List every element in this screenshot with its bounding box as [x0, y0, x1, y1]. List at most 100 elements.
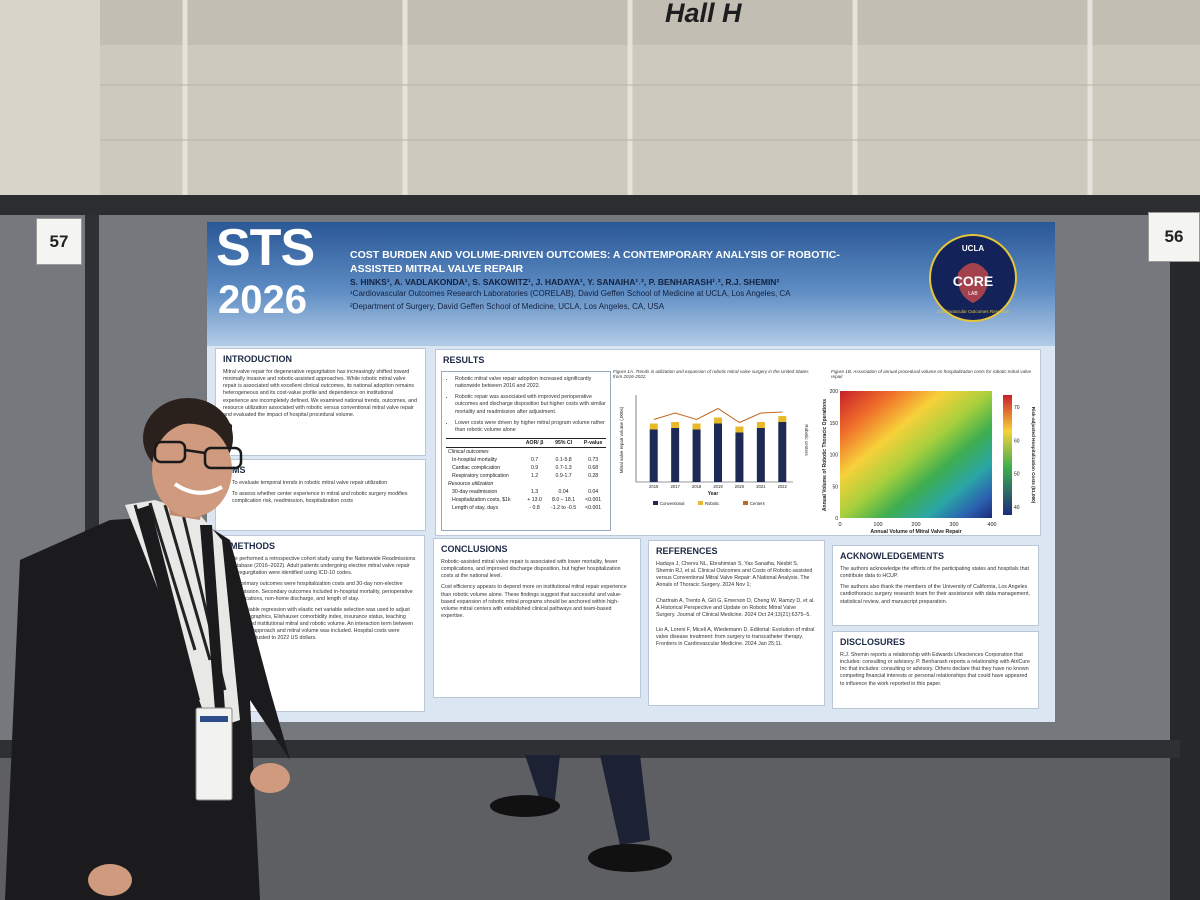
poster-authors: S. HINKS¹, A. VADLAKONDA¹, S. SAKOWITZ¹,… [350, 277, 780, 287]
legend-swatch [743, 501, 748, 505]
table-cell: 0.73 [588, 456, 599, 463]
bar-shape [649, 423, 658, 430]
bar-shape [735, 432, 744, 482]
body-text: R.J. Shemin reports a relationship with … [840, 652, 1031, 687]
y-tick-label: 0 [835, 516, 838, 522]
bar-shape [671, 428, 680, 482]
bar-shape [756, 422, 765, 428]
hall-sign: Hall H [665, 0, 742, 28]
table-cell: 0.7 [530, 456, 539, 463]
bar-shape [778, 422, 787, 482]
x-tick-label: 200 [911, 522, 920, 528]
legend-label: Conventional [660, 501, 685, 506]
reference: Hadaya J, Chervu NL, Ebrahimian S, Yas S… [656, 561, 813, 589]
bar-shape [671, 422, 680, 428]
body-text: Multivariable regression with elastic ne… [230, 606, 414, 642]
colorbar-tick-label: 50 [1014, 472, 1020, 478]
table-cell: Length of stay, days [452, 504, 499, 511]
table-cell: 0.7-1.3 [555, 464, 572, 471]
legend-label: Centers [750, 501, 765, 506]
x-tick-label: 300 [949, 522, 958, 528]
table-cell: <0.001 [585, 496, 602, 503]
table-cell: 0.1-5.8 [555, 456, 572, 463]
introduction: INTRODUCTION Mitral valve repair for deg… [215, 348, 426, 456]
body-text: We performed a retrospective cohort stud… [230, 556, 416, 577]
logo-year: 2026 [218, 278, 307, 322]
axis-title: Year [708, 491, 719, 497]
references: REFERENCES Hadaya J, Chervu NL, Ebrahimi… [648, 540, 825, 706]
body-text: The primary outcomes were hospitalizatio… [230, 581, 413, 602]
axis-title: Annual Volume of Robotic Thoracic Operat… [822, 399, 828, 511]
y-tick-label: 150 [830, 421, 839, 427]
table-cell: -1.2 to -0.5 [551, 504, 577, 511]
table-row: 30-day readmission 1.3 0.04 0.04 [446, 488, 606, 496]
x-tick-label: 2020 [735, 484, 745, 489]
body-text: Cost efficiency appears to depend more o… [441, 584, 627, 619]
result: Robotic repair was associated with impro… [455, 394, 606, 415]
bar-shape [735, 426, 744, 433]
column-header: 95% CI [546, 437, 581, 448]
table-cell: 8.0 – 18.1 [552, 496, 576, 503]
column-header: AOR/ β [522, 437, 547, 448]
logo-label: UCLA [962, 244, 984, 253]
table-cell: - 0.8 [529, 504, 540, 511]
y-tick-label: 50 [832, 484, 838, 490]
table-cell: 0.9-1.7 [555, 472, 572, 479]
poster-header [207, 222, 1055, 346]
section-heading: REFERENCES [656, 546, 718, 556]
table-cell: 0.9 [530, 464, 539, 471]
bar-shape [692, 423, 701, 430]
bar-shape [649, 429, 658, 482]
affiliation: ¹Cardiovascular Outcomes Research Labora… [350, 289, 791, 298]
table-cell: 1.2 [530, 472, 539, 479]
colorbar-tick-label: 70 [1014, 405, 1020, 411]
table-row: Cardiac complication 0.9 0.7-1.3 0.68 [446, 464, 606, 472]
x-tick-label: 400 [987, 522, 996, 528]
y-tick-label: 200 [830, 389, 839, 395]
table-cell: 0.68 [588, 464, 599, 471]
aim: To evaluate temporal trends in robotic m… [232, 480, 418, 487]
axis-title: Annual Volume of Mitral Valve Repair [870, 529, 961, 535]
lab-logo: UCLA CORE LAB Cardiovascular Outcomes Re… [929, 234, 1017, 322]
logo-label: Cardiovascular Outcomes Research [937, 309, 1010, 314]
aims: AIMS To evaluate temporal trends in robo… [215, 459, 426, 531]
logo-text: STS [216, 219, 315, 277]
table-cell: 0.04 [558, 488, 569, 495]
table-cell: <0.001 [585, 504, 602, 511]
body-text: The authors acknowledge the efforts of t… [840, 566, 1029, 580]
section-heading: DISCLOSURES [840, 637, 906, 647]
table-row: Respiratory complication 1.2 0.9-1.7 0.28 [446, 472, 606, 480]
column-header: P-value [580, 437, 606, 448]
figure-1b: Annual Volume of Robotic Thoracic Operat… [822, 389, 1036, 535]
aim: To assess whether center experience in m… [232, 491, 418, 505]
figure-caption: Figure 1B. Association of annual procedu… [831, 369, 1032, 379]
table-cell: + 13.0 [527, 496, 542, 503]
x-tick-label: 2021 [756, 484, 766, 489]
section-heading: RESULTS [443, 355, 485, 365]
table-row: In-hospital mortality 0.7 0.1-5.8 0.73 [446, 456, 606, 464]
legend-swatch [698, 501, 703, 505]
poster-title: COST BURDEN AND VOLUME-DRIVEN OUTCOMES: … [350, 249, 840, 276]
body-text: The authors also thank the members of th… [840, 584, 1030, 605]
bar-shape [714, 417, 722, 424]
disclosures: DISCLOSURES R.J. Shemin reports a relati… [832, 631, 1039, 709]
section-heading: INTRODUCTION [223, 354, 292, 364]
axis-title: Mitral valve repair volume (,000s) [619, 406, 624, 473]
table-cell: Respiratory complication [452, 472, 509, 479]
affiliation: ²Department of Surgery, David Geffen Sch… [350, 302, 665, 311]
reference: Chartrain A, Trento A, Gill G, Emerson D… [656, 597, 815, 618]
board-number: 57 [36, 218, 82, 265]
table-cell: Hospitalization costs, $1k [452, 496, 511, 503]
colorbar-tick-label: 40 [1014, 505, 1020, 511]
trend-line [653, 407, 783, 424]
row-group: Clinical outcomes [448, 448, 489, 455]
x-tick-label: 2017 [670, 484, 680, 489]
results: RESULTS Robotic mitral valve repair adop… [435, 349, 1041, 536]
conclusions: CONCLUSIONS Robotic-assisted mitral valv… [433, 538, 641, 698]
bar-shape [778, 416, 787, 422]
table-cell: 30-day readmission [452, 488, 498, 495]
body-text: Mitral valve repair for degenerative reg… [223, 369, 417, 418]
axis-title: Robotic centers [804, 424, 809, 456]
legend-swatch [653, 501, 658, 505]
